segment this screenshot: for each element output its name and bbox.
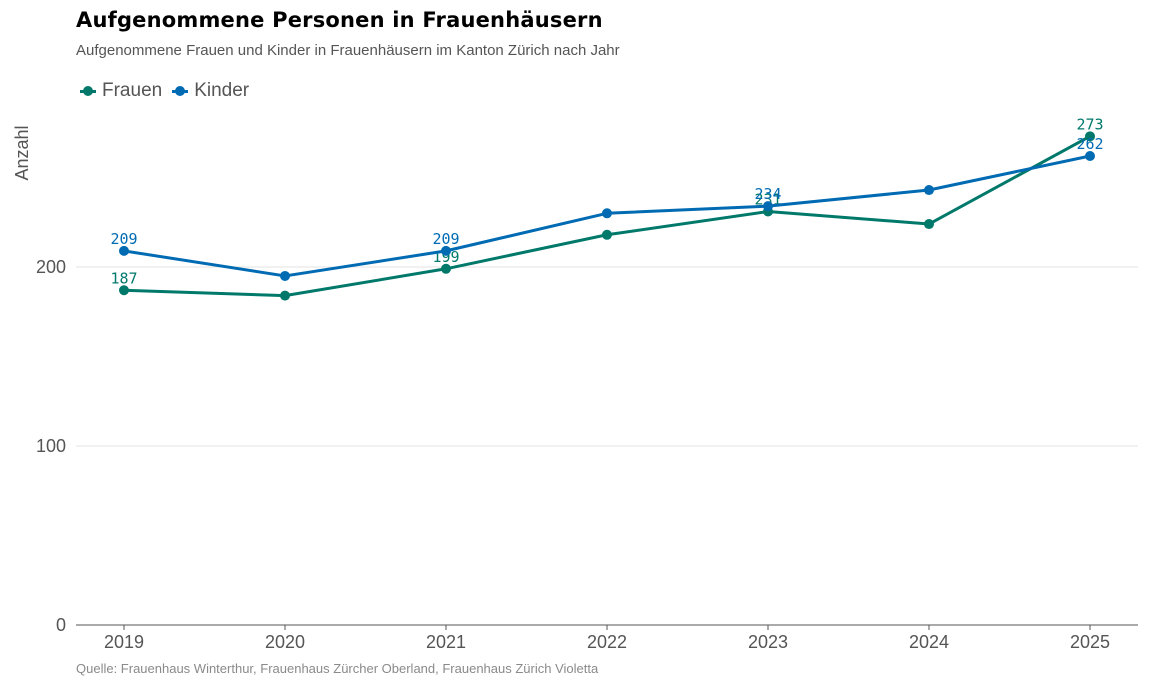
data-label-frauen-2025: 273 <box>1076 115 1103 133</box>
data-label-kinder-2021: 209 <box>432 230 459 248</box>
point-frauen-2022 <box>602 229 612 240</box>
legend-label-kinder: Kinder <box>194 80 250 101</box>
x-tick-label-2021: 2021 <box>426 632 466 652</box>
x-tick-label-2025: 2025 <box>1070 632 1110 652</box>
chart-subtitle: Aufgenommene Frauen und Kinder in Frauen… <box>76 42 620 59</box>
point-kinder-2019 <box>119 245 129 256</box>
y-tick-label-0: 0 <box>56 615 66 635</box>
x-tick-label-2019: 2019 <box>104 632 144 652</box>
point-kinder-2025 <box>1085 151 1095 162</box>
legend-swatch-kinder <box>172 85 189 97</box>
point-frauen-2025 <box>1085 131 1095 142</box>
legend: Frauen Kinder <box>80 80 249 102</box>
point-frauen-2021 <box>441 263 451 274</box>
point-kinder-2024 <box>924 185 934 196</box>
data-label-kinder-2023: 234 <box>754 185 781 203</box>
source-note: Quelle: Frauenhaus Winterthur, Frauenhau… <box>76 661 599 676</box>
chart-title: Aufgenommene Personen in Frauenhäusern <box>76 8 603 32</box>
y-tick-label-200: 200 <box>36 257 66 277</box>
data-label-frauen-2019: 187 <box>110 269 137 287</box>
x-tick-label-2024: 2024 <box>909 632 949 652</box>
x-tick-label-2022: 2022 <box>587 632 627 652</box>
legend-label-frauen: Frauen <box>102 80 163 101</box>
point-kinder-2023 <box>763 201 773 212</box>
point-frauen-2024 <box>924 219 934 230</box>
y-tick-label-100: 100 <box>36 436 66 456</box>
point-kinder-2021 <box>441 245 451 256</box>
point-frauen-2020 <box>280 290 290 301</box>
point-frauen-2019 <box>119 285 129 296</box>
point-kinder-2020 <box>280 270 290 281</box>
legend-item-kinder[interactable]: Kinder <box>172 80 249 102</box>
data-label-kinder-2025: 262 <box>1076 135 1103 153</box>
x-tick-label-2023: 2023 <box>748 632 788 652</box>
legend-item-frauen[interactable]: Frauen <box>80 80 162 102</box>
x-tick-label-2020: 2020 <box>265 632 305 652</box>
legend-swatch-frauen <box>80 85 96 97</box>
data-label-kinder-2019: 209 <box>110 230 137 248</box>
y-axis-label: Anzahl <box>12 125 32 180</box>
point-kinder-2022 <box>602 208 612 219</box>
